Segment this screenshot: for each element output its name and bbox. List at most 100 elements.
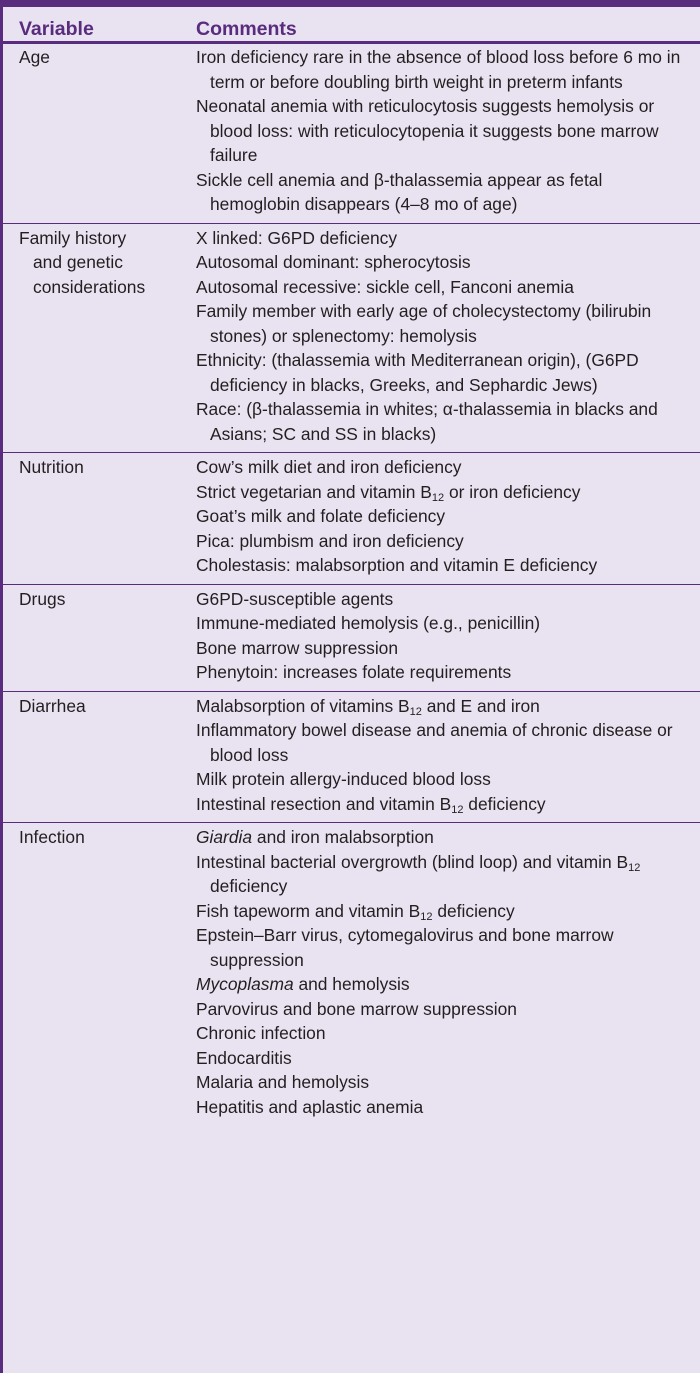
comment-text: deficiency (463, 793, 546, 814)
comment-text: and E and iron (421, 695, 540, 716)
variable-cell: Infection (3, 822, 190, 1125)
comment-line: Cholestasis: malabsorption and vitamin E… (196, 553, 694, 578)
differential-table: Variable Comments Age Iron deficiency rar… (3, 7, 700, 1125)
comment-text: Sickle cell anemia and β-thalassemia app… (196, 169, 603, 215)
subscript: 12 (420, 910, 433, 923)
comments-cell: G6PD-susceptible agents Immune-mediated h… (190, 583, 700, 691)
table-row: Diarrhea Malabsorption of vitamins B12 an… (3, 690, 700, 823)
variable-cell: Nutrition (3, 452, 190, 584)
comment-line: Milk protein allergy-induced blood loss (196, 767, 694, 792)
comment-text: G6PD-susceptible agents (196, 588, 394, 609)
comment-line: Mycoplasma and hemolysis (196, 972, 694, 997)
comment-line: G6PD-susceptible agents (196, 587, 694, 612)
comment-text: or iron deficiency (444, 481, 581, 502)
variable-label: and genetic (33, 252, 123, 272)
comment-text: Intestinal bacterial overgrowth (blind l… (196, 851, 629, 872)
comment-line: Neonatal anemia with reticulocytosis sug… (196, 94, 694, 168)
comment-text: Strict vegetarian and vitamin B (196, 481, 432, 502)
comment-line: Intestinal bacterial overgrowth (blind l… (196, 850, 694, 899)
variable-cell: Diarrhea (3, 690, 190, 823)
comment-text: deficiency (432, 900, 515, 921)
comment-line: Malabsorption of vitamins B12 and E and … (196, 694, 694, 719)
comment-text: Autosomal recessive: sickle cell, Fancon… (196, 276, 574, 297)
subscript: 12 (409, 705, 422, 718)
comment-text: and iron malabsorption (252, 827, 434, 847)
comment-line: Giardia and iron malabsorption (196, 825, 694, 850)
comment-line: Immune-mediated hemolysis (e.g., penicil… (196, 611, 694, 636)
table-row: Infection Giardia and iron malabsorption I… (3, 822, 700, 1125)
comment-line: Pica: plumbism and iron deficiency (196, 529, 694, 554)
comment-line: Autosomal dominant: spherocytosis (196, 250, 694, 275)
comment-line: Phenytoin: increases folate requirements (196, 660, 694, 685)
comment-text: Cow’s milk diet and iron deficiency (196, 457, 462, 477)
comment-text: Neonatal anemia with reticulocytosis sug… (196, 96, 659, 165)
comment-line: Autosomal recessive: sickle cell, Fancon… (196, 275, 694, 300)
comment-text: Epstein–Barr virus, cytomegalovirus and … (196, 925, 614, 970)
comments-cell: Malabsorption of vitamins B12 and E and … (190, 690, 700, 823)
comments-cell: X linked: G6PD deficiency Autosomal domin… (190, 222, 700, 453)
comment-text: Ethnicity: (thalassemia with Mediterrane… (196, 350, 639, 395)
comment-line: Family member with early age of cholecys… (196, 299, 694, 348)
italic-term: Mycoplasma (196, 974, 294, 994)
variable-label: Family history (19, 227, 127, 248)
comment-line: Malaria and hemolysis (196, 1070, 694, 1095)
variable-cell: Age (3, 43, 190, 224)
table-row: Nutrition Cow’s milk diet and iron defici… (3, 452, 700, 584)
comment-line: Inflammatory bowel disease and anemia of… (196, 718, 694, 767)
comment-text: Autosomal dominant: spherocytosis (196, 252, 471, 272)
comment-line: Bone marrow suppression (196, 636, 694, 661)
comment-line: Parvovirus and bone marrow suppression (196, 997, 694, 1022)
comment-line: Iron deficiency rare in the absence of b… (196, 45, 694, 94)
comment-text: Iron deficiency rare in the absence of b… (196, 47, 681, 92)
comment-text: Hepatitis and aplastic anemia (196, 1096, 424, 1117)
top-accent-bar (3, 0, 700, 7)
comment-text: Malabsorption of vitamins B (196, 695, 410, 716)
variable-label: Diarrhea (19, 695, 86, 716)
table-row: Age Iron deficiency rare in the absence o… (3, 43, 700, 224)
comment-text: Inflammatory bowel disease and anemia of… (196, 720, 673, 765)
comments-cell: Giardia and iron malabsorption Intestinal… (190, 822, 700, 1125)
subscript: 12 (431, 491, 445, 504)
comment-text: Pica: plumbism and iron deficiency (196, 530, 464, 551)
header-comments: Comments (190, 7, 700, 44)
comment-line: Sickle cell anemia and β-thalassemia app… (196, 168, 694, 217)
variable-label: considerations (33, 276, 146, 297)
comment-line: Intestinal resection and vitamin B12 def… (196, 792, 694, 817)
comment-line: Goat’s milk and folate deficiency (196, 504, 694, 529)
variable-label: Drugs (19, 588, 66, 609)
comment-text: Phenytoin: increases folate requirements (196, 662, 512, 682)
variable-cell: Drugs (3, 583, 190, 691)
variable-cell: Family history and genetic considerations (3, 222, 190, 453)
comment-text: deficiency (210, 876, 288, 896)
comment-text: Fish tapeworm and vitamin B (196, 900, 421, 921)
comments-cell: Cow’s milk diet and iron deficiency Stric… (190, 452, 700, 584)
comment-text: Milk protein allergy-induced blood loss (196, 769, 491, 789)
comment-line: Hepatitis and aplastic anemia (196, 1095, 694, 1120)
comment-text: Malaria and hemolysis (196, 1072, 370, 1092)
variable-label: Age (19, 47, 50, 67)
comment-text: Endocarditis (196, 1047, 292, 1068)
comment-text: Immune-mediated hemolysis (e.g., penicil… (196, 613, 541, 633)
comment-text: Cholestasis: malabsorption and vitamin E… (196, 555, 598, 575)
variable-label: Nutrition (19, 457, 84, 477)
comment-text: X linked: G6PD deficiency (196, 227, 398, 248)
comment-text: Race: (β-thalassemia in whites; α-thalas… (196, 399, 658, 444)
comments-cell: Iron deficiency rare in the absence of b… (190, 43, 700, 224)
subscript: 12 (451, 803, 464, 816)
comment-line: Epstein–Barr virus, cytomegalovirus and … (196, 923, 694, 972)
comment-line: Chronic infection (196, 1021, 694, 1046)
comment-line: Race: (β-thalassemia in whites; α-thalas… (196, 397, 694, 446)
comment-line: Endocarditis (196, 1046, 694, 1071)
comment-text: Intestinal resection and vitamin B (196, 793, 452, 814)
table-row: Family history and genetic considerations X… (3, 222, 700, 453)
comment-line: X linked: G6PD deficiency (196, 226, 694, 251)
comment-line: Fish tapeworm and vitamin B12 deficiency (196, 899, 694, 924)
italic-term: Giardia (196, 827, 253, 847)
table-row: Drugs G6PD-susceptible agents Immune-media… (3, 583, 700, 691)
comment-text: Parvovirus and bone marrow suppression (196, 998, 517, 1019)
comment-line: Ethnicity: (thalassemia with Mediterrane… (196, 348, 694, 397)
comment-line: Cow’s milk diet and iron deficiency (196, 455, 694, 480)
header-row: Variable Comments (3, 7, 700, 44)
comment-text: and hemolysis (293, 974, 410, 994)
